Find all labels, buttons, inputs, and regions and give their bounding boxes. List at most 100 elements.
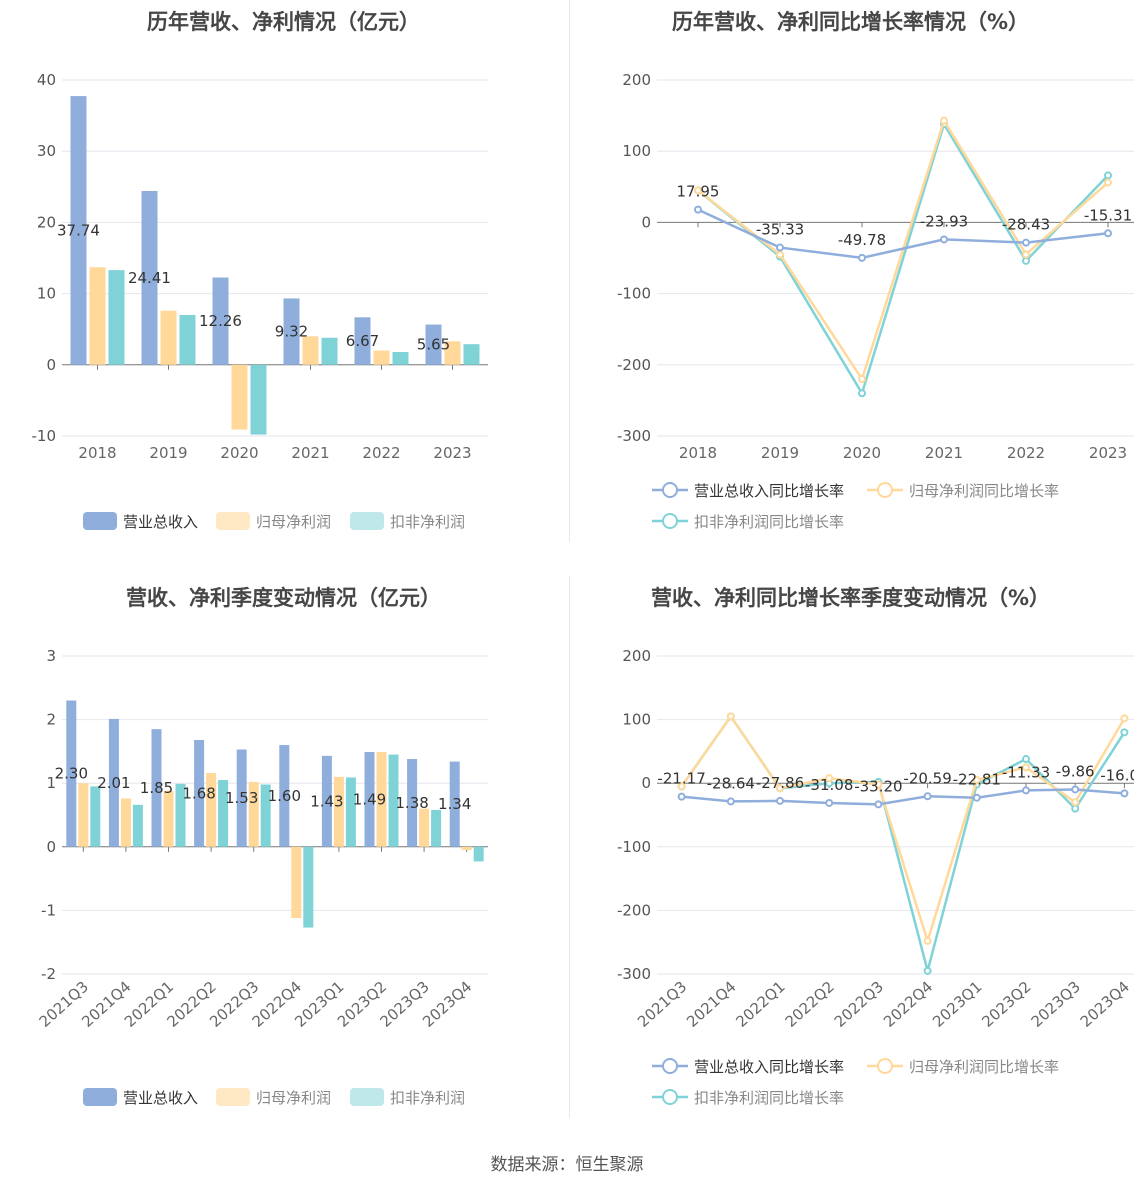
legend-label: 归母净利润 <box>256 1089 331 1107</box>
bar <box>179 314 196 365</box>
data-point <box>1071 798 1080 807</box>
data-point <box>874 800 883 809</box>
bar <box>376 752 387 847</box>
bar <box>250 364 267 435</box>
data-label: 1.68 <box>182 784 215 802</box>
bar <box>163 790 174 847</box>
legend-swatch <box>350 1088 384 1106</box>
y-tick-label: 0 <box>46 838 56 856</box>
y-tick-label: 100 <box>622 711 651 729</box>
data-point <box>923 936 932 945</box>
legend-marker <box>662 1089 678 1105</box>
data-label: -22.81 <box>953 771 1001 789</box>
data-point <box>1104 178 1112 187</box>
x-tick-label: 2019 <box>761 444 799 462</box>
top-divider <box>569 0 570 542</box>
series-line <box>680 714 1126 946</box>
data-point <box>1104 229 1112 238</box>
data-point <box>726 797 735 806</box>
y-tick-label: 0 <box>46 356 56 374</box>
bar <box>291 846 302 919</box>
data-point <box>858 389 866 398</box>
data-label: 1.85 <box>140 779 173 797</box>
y-tick-label: 1 <box>46 774 56 792</box>
data-point <box>874 780 883 789</box>
data-point <box>1022 256 1030 265</box>
bar <box>66 700 77 847</box>
y-tick-label: 3 <box>46 647 56 665</box>
legend-label: 扣非净利润 <box>390 513 465 531</box>
bar <box>388 754 399 847</box>
data-point <box>776 250 784 259</box>
bar <box>70 96 87 365</box>
data-label: 2.01 <box>97 774 130 792</box>
bar <box>141 191 158 365</box>
y-tick-label: 10 <box>37 285 56 303</box>
data-point <box>858 253 866 262</box>
data-point <box>1022 786 1030 795</box>
y-tick-label: 0 <box>641 213 651 231</box>
y-tick-label: 20 <box>37 213 56 231</box>
bar <box>303 846 314 928</box>
legend-label: 归母净利润同比增长率 <box>909 482 1059 500</box>
bar <box>373 350 390 365</box>
data-label: -31.08 <box>805 776 853 794</box>
legend-marker <box>662 513 678 529</box>
data-point <box>1120 728 1129 737</box>
bar <box>236 749 247 847</box>
data-label: 17.95 <box>677 183 720 201</box>
data-label: -27.86 <box>756 774 804 792</box>
data-label: -49.78 <box>838 231 886 249</box>
data-label: -16.04 <box>1100 766 1134 784</box>
y-tick-label: 200 <box>622 71 651 89</box>
x-tick-label: 2023Q4 <box>1077 978 1133 1031</box>
data-label: 9.32 <box>275 323 308 341</box>
bar <box>473 846 484 862</box>
y-tick-label: -200 <box>617 901 651 919</box>
chart-title: 营收、净利季度变动情况（亿元） <box>126 586 441 610</box>
bar <box>425 324 442 365</box>
y-tick-label: 30 <box>37 142 56 160</box>
data-label: 6.67 <box>346 332 379 350</box>
bar <box>175 783 186 847</box>
y-tick-label: 0 <box>641 774 651 792</box>
data-point <box>776 796 784 805</box>
data-label: 2.30 <box>55 765 88 783</box>
x-tick-label: 2023Q3 <box>1028 978 1084 1031</box>
bar <box>206 773 217 847</box>
data-point <box>1120 789 1129 798</box>
bar <box>449 761 460 847</box>
bar <box>90 786 101 847</box>
x-tick-label: 2018 <box>78 444 116 462</box>
series-line <box>681 788 1125 806</box>
data-point <box>940 235 948 244</box>
x-tick-label: 2022 <box>1007 444 1045 462</box>
chart-svg: 2001000-100-200-3002021Q32021Q42022Q1202… <box>617 647 1134 1107</box>
y-tick-label: -300 <box>617 427 651 445</box>
y-tick-label: 200 <box>622 647 651 665</box>
x-tick-label: 2022Q2 <box>782 978 838 1031</box>
x-tick-label: 2020 <box>843 444 881 462</box>
x-tick-label: 2018 <box>679 444 717 462</box>
data-label: -33.20 <box>854 777 902 795</box>
bar <box>78 783 89 847</box>
bar <box>333 776 344 847</box>
chart-title: 营收、净利同比增长率季度变动情况（%） <box>650 586 1051 610</box>
bar <box>321 337 338 365</box>
data-label: 1.34 <box>438 795 471 813</box>
data-label: -20.59 <box>903 769 951 787</box>
data-label: -15.31 <box>1084 206 1132 224</box>
x-tick-label: 2021Q4 <box>683 978 739 1031</box>
legend-marker <box>877 482 893 498</box>
bar <box>407 759 418 847</box>
data-label: -11.33 <box>1002 763 1050 781</box>
bar <box>151 729 162 847</box>
x-tick-label: 2023Q2 <box>978 978 1034 1031</box>
chart-svg: 40 30 20 10 0 -10 2018 2019 2020 2021 2022 2023 37.7… <box>32 71 488 531</box>
bar <box>283 298 300 365</box>
y-tick-label: -100 <box>617 285 651 303</box>
legend-label: 营业总收入 <box>123 513 198 531</box>
x-tick-label: 2022Q4 <box>880 978 936 1031</box>
data-label: -9.86 <box>1056 762 1095 780</box>
data-label: 37.74 <box>57 221 100 239</box>
